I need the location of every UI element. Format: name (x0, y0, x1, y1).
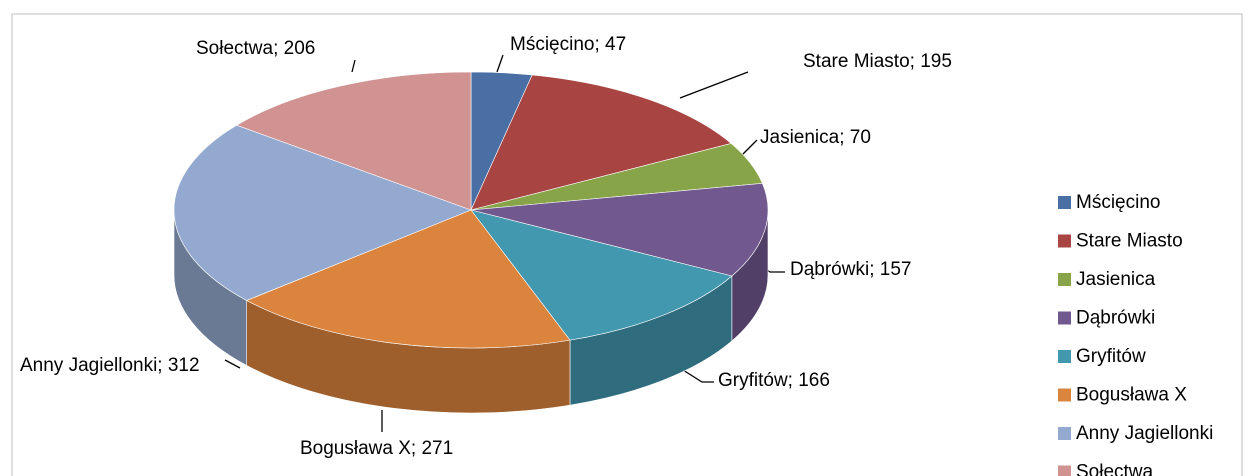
data-label: Mścięcino; 47 (510, 34, 626, 55)
legend-label: Jasienica (1076, 269, 1156, 290)
legend-swatch (1058, 196, 1071, 209)
legend-swatch (1058, 350, 1071, 363)
slice (470, 74, 732, 211)
data-label: Dąbrówki; 157 (790, 259, 911, 280)
slice (245, 209, 571, 349)
legend-swatch (1058, 465, 1071, 476)
legend-label: Bogusława X (1076, 385, 1187, 406)
slice (470, 183, 769, 277)
legend-label: Stare Miasto (1076, 231, 1183, 252)
legend-swatch (1058, 427, 1071, 440)
legend-label: Anny Jagiellonki (1076, 423, 1213, 444)
data-label: Gryfitów; 166 (718, 370, 830, 391)
leader-lines (224, 54, 785, 432)
legend-label: Mścięcino (1076, 192, 1160, 213)
data-label: Bogusława X; 271 (300, 438, 453, 459)
slice (236, 71, 472, 211)
legend-label: Gryfitów (1076, 346, 1146, 367)
data-label: Sołectwa; 206 (196, 38, 315, 59)
legend-label: Sołectwa (1076, 462, 1154, 476)
legend-label: Dąbrówki (1076, 308, 1155, 329)
legend-swatch (1058, 388, 1071, 402)
data-label: Anny Jagiellonki; 312 (20, 355, 200, 376)
slice (173, 124, 472, 301)
slice (470, 209, 733, 341)
legend-swatch (1058, 311, 1071, 325)
legend-swatch (1058, 273, 1071, 286)
data-label: Stare Miasto; 195 (803, 51, 952, 72)
data-label: Jasienica; 70 (760, 127, 871, 148)
legend-swatch (1058, 234, 1071, 248)
